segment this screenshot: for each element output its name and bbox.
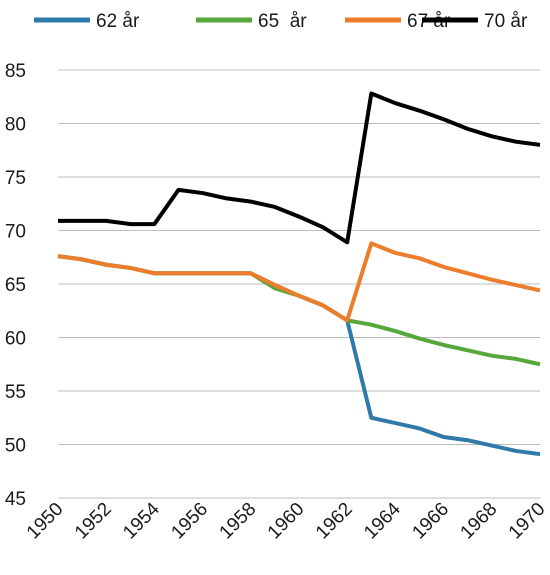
x-tick-label: 1966: [408, 499, 453, 544]
legend-label: 62 år: [96, 11, 140, 32]
x-axis-ticks: 1950 1952 1954 1956 1958 1960 1962 1964 1966 1968…: [23, 498, 550, 543]
y-tick-label: 60: [5, 329, 26, 350]
series-line-0: [57, 254, 541, 457]
y-tick-label: 45: [5, 489, 26, 510]
x-tick-label: 1954: [119, 498, 164, 543]
x-tick-label: 1956: [167, 499, 212, 544]
y-tick-label: 65: [5, 275, 26, 296]
y-tick-label: 85: [5, 61, 26, 82]
legend-label: 65 år: [258, 11, 307, 32]
grid: [58, 69, 540, 499]
x-tick-label: 1962: [312, 499, 357, 544]
y-axis-ticks: 45 50 55 60 65 70 75 80 85: [5, 61, 26, 510]
x-tick-label: 1968: [457, 499, 502, 544]
x-tick-label: 1960: [264, 499, 309, 544]
series-line-2: [57, 241, 541, 323]
x-tick-label: 1970: [505, 499, 550, 544]
x-tick-label: 1958: [216, 499, 261, 544]
x-tick-label: 1952: [71, 499, 116, 544]
x-tick-label: 1964: [360, 498, 405, 543]
y-tick-label: 50: [5, 436, 26, 457]
y-tick-label: 55: [5, 382, 26, 403]
y-tick-label: 70: [5, 222, 26, 243]
y-tick-label: 75: [5, 168, 26, 189]
series-line-3: [58, 91, 541, 245]
x-tick-label: 1950: [23, 499, 68, 544]
series-lines: [57, 91, 541, 457]
legend-label: 70 år: [484, 11, 528, 32]
y-tick-label: 80: [5, 115, 26, 136]
